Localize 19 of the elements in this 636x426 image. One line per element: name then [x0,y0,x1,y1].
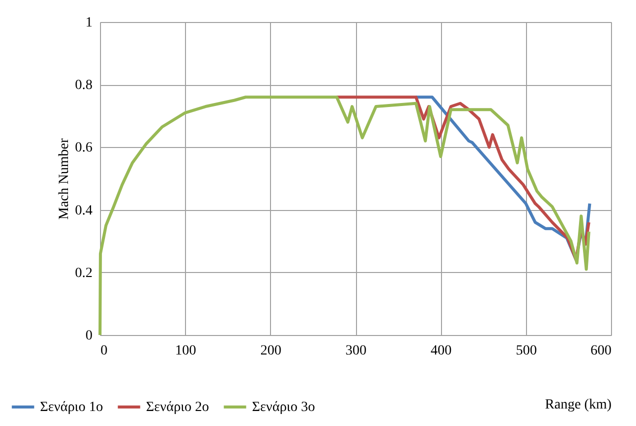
x-tick-label: 0 [100,344,108,358]
legend-label: Σενάριο 3ο [252,400,315,415]
legend-label: Σενάριο 2ο [146,400,209,415]
y-tick-label: 0 [86,328,92,344]
y-axis-title: Mach Number [57,138,72,220]
y-tick-label: 1 [86,16,92,30]
x-axis-title: Range (km) [545,398,612,412]
y-tick-label: 0.4 [75,203,92,218]
x-tick-label: 400 [430,344,452,358]
x-tick-label: 600 [590,344,612,358]
y-tick-label: 0.2 [75,266,92,281]
line-series [98,96,590,336]
x-tick-label: 500 [516,344,537,358]
x-tick-label: 100 [175,344,196,358]
y-tick-label: 0.6 [75,140,92,156]
legend-label: Σενάριο 1ο [40,400,103,415]
x-tick-label: 200 [260,344,282,358]
y-tick-label: 0.8 [75,78,92,94]
x-tick-label: 300 [346,344,366,358]
